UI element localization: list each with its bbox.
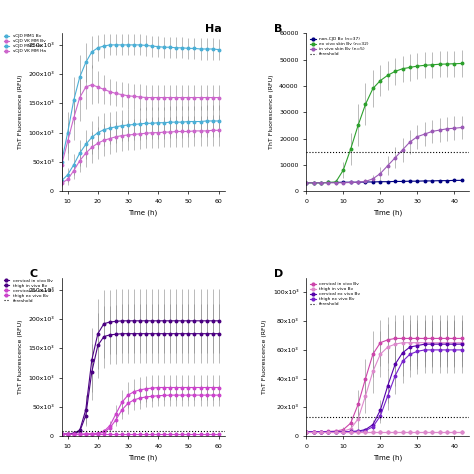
Legend: cervical in vivo Bv, thigh in vivo Bv, cervical ex vivo Bv, thigh ex vivo Bv, th: cervical in vivo Bv, thigh in vivo Bv, c… bbox=[2, 277, 55, 305]
Text: C: C bbox=[29, 269, 37, 279]
Y-axis label: ThT Fluorescence (RFU): ThT Fluorescence (RFU) bbox=[263, 320, 267, 394]
X-axis label: Time (h): Time (h) bbox=[373, 210, 402, 216]
Legend: sCJD MM1 Bv, sCJD VK MM Bv, sCJD MM1 Ha, sCJD VK MM Ha: sCJD MM1 Bv, sCJD VK MM Bv, sCJD MM1 Ha,… bbox=[2, 32, 47, 55]
Y-axis label: ThT Fluorescence (RFU): ThT Fluorescence (RFU) bbox=[18, 75, 23, 149]
Legend: non-CJD Bv (n=37), ex vivo skin Bv (n=32), in vivo skin Bv (n=5), threshold: non-CJD Bv (n=37), ex vivo skin Bv (n=32… bbox=[309, 36, 370, 58]
X-axis label: Time (h): Time (h) bbox=[128, 210, 158, 216]
Text: Ha: Ha bbox=[205, 24, 222, 34]
Text: D: D bbox=[273, 269, 283, 279]
Text: B: B bbox=[273, 24, 282, 34]
Y-axis label: ThT Fluorescence (RFU): ThT Fluorescence (RFU) bbox=[268, 75, 273, 149]
Y-axis label: ThT Fluorescence (RFU): ThT Fluorescence (RFU) bbox=[18, 320, 23, 394]
Legend: cervical in vivo Bv, thigh in vivo Bv, cervical ex vivo Bv, thigh ex vivo Bv, th: cervical in vivo Bv, thigh in vivo Bv, c… bbox=[309, 280, 362, 308]
X-axis label: Time (h): Time (h) bbox=[128, 454, 158, 461]
X-axis label: Time (h): Time (h) bbox=[373, 454, 402, 461]
